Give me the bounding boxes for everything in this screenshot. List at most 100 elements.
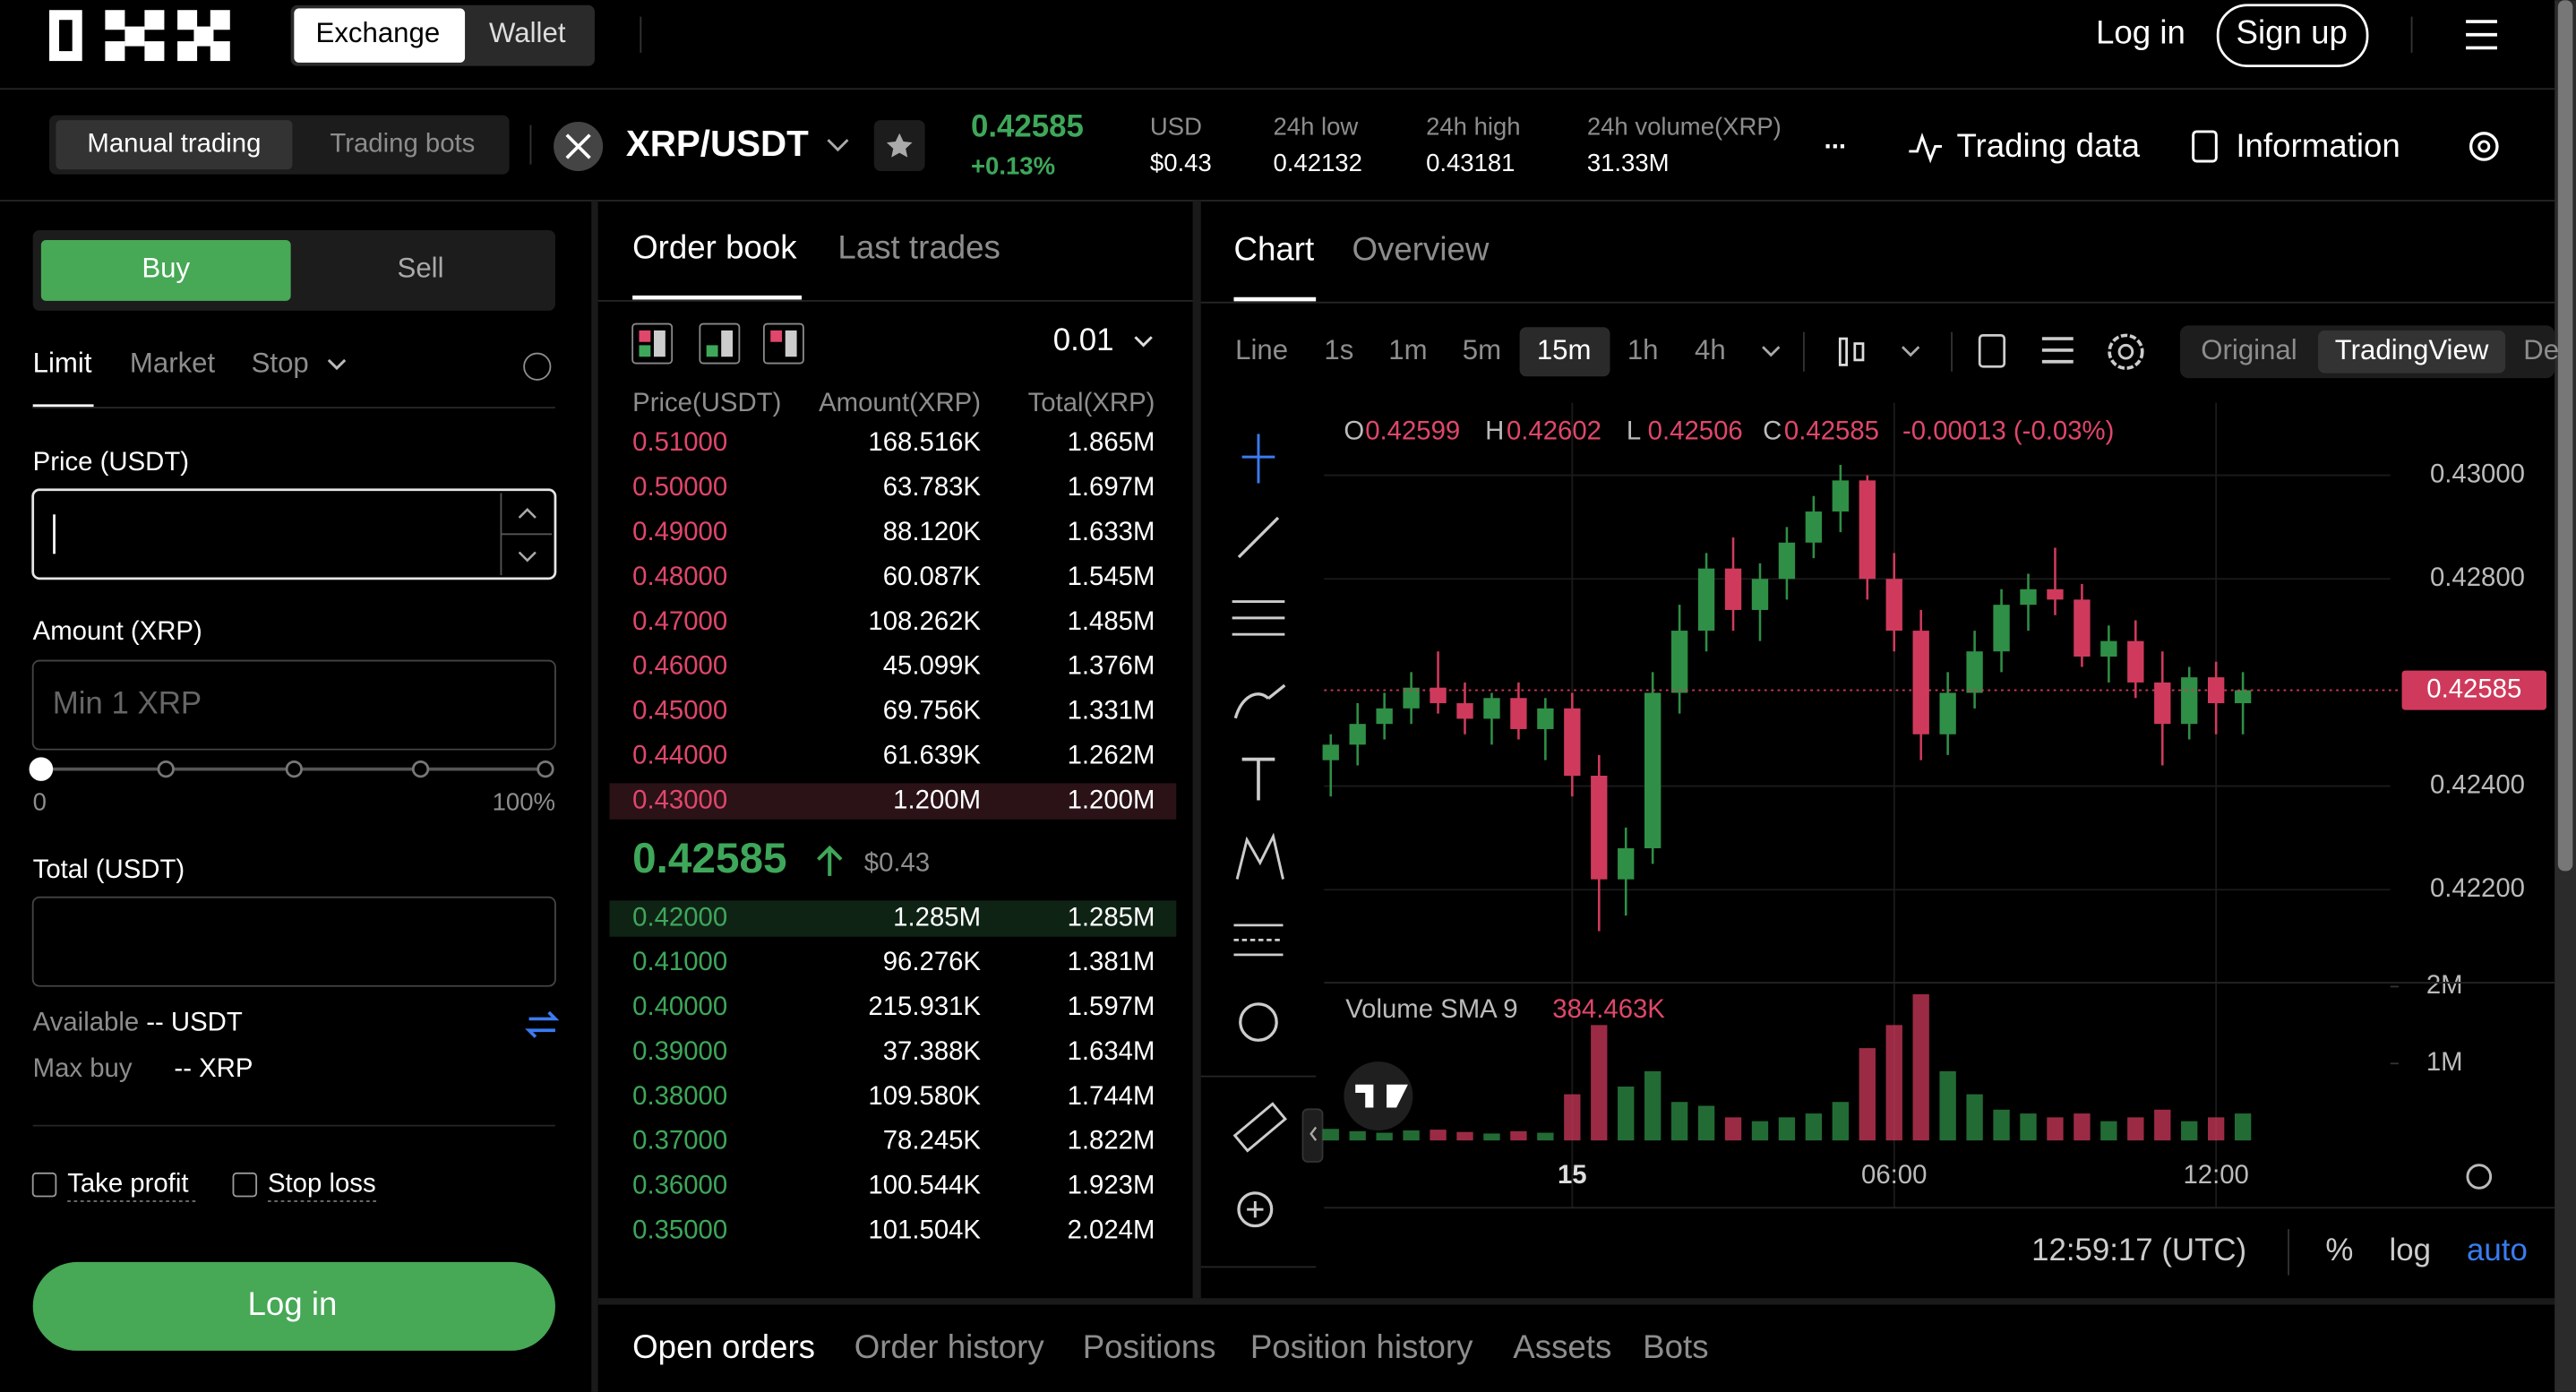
volume-bar (2127, 1117, 2144, 1141)
slider-stop[interactable] (29, 757, 54, 781)
bottom-tab[interactable]: Positions (1083, 1328, 1216, 1365)
slider-stop[interactable] (537, 760, 554, 778)
interval-button[interactable]: 1h (1627, 334, 1659, 365)
ohlc-key: L (1627, 416, 1641, 445)
header-tab[interactable]: Wallet (489, 17, 566, 48)
view-tab[interactable]: De (2523, 334, 2559, 365)
view-tab[interactable]: TradingView (2335, 334, 2489, 365)
chart-tab[interactable]: Overview (1352, 231, 1490, 268)
order-type-tab[interactable]: Market (130, 348, 216, 379)
order-type-tab[interactable]: Stop (252, 348, 309, 379)
ohlc-value: 0.42585 (1784, 416, 1879, 445)
volume-bar (1376, 1132, 1393, 1141)
interval-button[interactable]: Line (1235, 334, 1288, 365)
ticker-link[interactable]: Trading data (1957, 127, 2141, 164)
divider (597, 1298, 2555, 1305)
scale-option[interactable]: auto (2467, 1233, 2528, 1267)
interval-button[interactable]: 5m (1463, 334, 1501, 365)
book-view-button[interactable] (699, 322, 741, 365)
login-link[interactable]: Log in (2096, 13, 2185, 50)
max-buy-label: Max buy (33, 1053, 133, 1083)
buy-button[interactable] (40, 240, 291, 301)
bottom-tab[interactable]: Open orders (632, 1328, 815, 1365)
bottom-tab[interactable]: Assets (1513, 1328, 1611, 1365)
slider-stop[interactable] (285, 760, 303, 778)
ticker-link[interactable]: Information (2236, 127, 2400, 164)
header-tab[interactable]: Exchange (316, 17, 441, 48)
logo-block (59, 20, 73, 52)
mode-tab[interactable]: Manual trading (87, 128, 261, 158)
bottom-tab[interactable]: Order history (854, 1328, 1045, 1365)
book-tab[interactable]: Order book (632, 229, 797, 266)
total-input[interactable] (31, 896, 556, 987)
checkbox[interactable] (31, 1172, 57, 1198)
candle-body (2047, 589, 2064, 600)
price-input[interactable] (31, 488, 557, 580)
view-active (2318, 330, 2506, 374)
volume-bar (1403, 1130, 1420, 1141)
divider (1192, 200, 1201, 1299)
book-total: 1.597M (1068, 992, 1155, 1021)
logo-block (193, 26, 214, 47)
last-price: 0.42585 (971, 108, 1084, 143)
book-total: 1.634M (1068, 1036, 1155, 1066)
stat-value: 31.33M (1587, 149, 1670, 176)
checkbox[interactable] (232, 1172, 258, 1198)
logo-block (210, 41, 230, 62)
interval-button[interactable]: 1s (1324, 334, 1353, 365)
book-total: 1.633M (1068, 517, 1155, 546)
interval-button[interactable]: 1m (1388, 334, 1427, 365)
book-total: 1.923M (1068, 1171, 1155, 1200)
logo-block (105, 10, 125, 30)
signup-button[interactable] (2216, 4, 2369, 67)
emoji-icon (1239, 1002, 1278, 1042)
chart-tab[interactable]: Chart (1233, 231, 1314, 268)
interval-button[interactable]: 15m (1537, 334, 1592, 365)
candle-body (2127, 640, 2144, 683)
tradingview-logo (1344, 1061, 1413, 1131)
bottom-tab[interactable]: Bots (1643, 1328, 1708, 1365)
chart-settings-icon (2117, 343, 2134, 360)
stat-value: 0.42132 (1273, 149, 1361, 176)
book-amount: 109.580K (868, 1081, 981, 1111)
book-amount: 1.285M (893, 902, 981, 932)
order-type-tab[interactable]: Limit (33, 348, 92, 379)
zoom-icon (1237, 1191, 1274, 1228)
settings-icon (2477, 140, 2491, 153)
volume-tick-label: 2M (2426, 970, 2463, 1000)
pair-name[interactable]: XRP/USDT (626, 123, 809, 164)
chevron (1902, 346, 1920, 357)
book-view-button[interactable] (631, 322, 674, 365)
chevron (1134, 336, 1153, 348)
pattern-icon (1235, 832, 1284, 880)
book-view-button[interactable] (762, 322, 804, 365)
more-button[interactable]: ... (1825, 125, 1846, 155)
bottom-tab[interactable]: Position history (1250, 1328, 1473, 1365)
view-tab[interactable]: Original (2201, 334, 2297, 365)
side-tab[interactable]: Buy (142, 252, 190, 283)
logo-block (177, 10, 198, 30)
column-header: Price(USDT) (632, 388, 781, 417)
amount-input[interactable] (31, 659, 556, 751)
mode-tab[interactable]: Trading bots (330, 128, 475, 158)
slider-stop[interactable] (411, 760, 430, 778)
volume-bar (1564, 1094, 1581, 1141)
interval-button[interactable]: 4h (1695, 334, 1726, 365)
tick-size[interactable]: 0.01 (1053, 322, 1114, 357)
sun-icon[interactable] (2466, 1164, 2493, 1190)
book-amount: 78.245K (883, 1126, 982, 1156)
slider-stop[interactable] (157, 760, 175, 778)
y-tick-label: 0.43000 (2430, 459, 2525, 488)
candle-body (1483, 698, 1500, 719)
book-price: 0.42000 (632, 902, 727, 932)
book-amount: 96.276K (883, 947, 982, 976)
scale-option[interactable]: log (2390, 1233, 2431, 1267)
scale-option[interactable]: % (2325, 1233, 2353, 1267)
book-total: 1.376M (1068, 651, 1155, 681)
login-button[interactable] (32, 1261, 555, 1351)
chevron (1309, 1126, 1318, 1141)
book-tab[interactable]: Last trades (837, 229, 1000, 266)
swap-icon (525, 1010, 560, 1038)
side-tab[interactable]: Sell (398, 252, 444, 283)
